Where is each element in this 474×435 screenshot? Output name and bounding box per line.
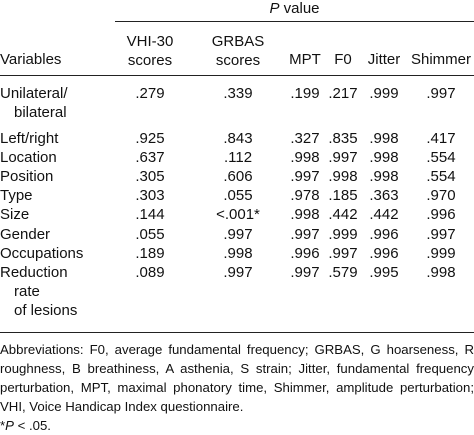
col-header-grbas-line2: scores (215, 52, 261, 69)
cell-f0: .835 (328, 130, 358, 147)
cell-shimmer: .997 (426, 85, 456, 102)
cell-vhi: .055 (135, 226, 165, 243)
p-value-label: value (279, 0, 320, 17)
cell-variable: Position (0, 167, 112, 186)
col-header-grbas-line1: GRBAS (211, 33, 265, 50)
col-header-variables: Variables (0, 51, 62, 68)
variable-label-line: rate (14, 283, 40, 300)
cell-f0: .997 (328, 149, 358, 166)
cell-grbas: .997 (223, 226, 253, 243)
variable-label-line: Occupations (0, 245, 84, 262)
variable-label-line: Size (0, 206, 30, 223)
col-header-vhi-line2: scores (127, 52, 173, 69)
cell-vhi: .189 (135, 245, 165, 262)
cell-f0: .217 (328, 85, 358, 102)
cell-grbas: <.001* (216, 206, 260, 223)
cell-shimmer: .417 (426, 130, 456, 147)
cell-vhi: .279 (135, 85, 165, 102)
cell-jitter: .995 (369, 264, 399, 281)
cell-mpt: .199 (290, 85, 320, 102)
cell-shimmer: .970 (426, 187, 456, 204)
cell-grbas: .339 (223, 85, 253, 102)
p-value-group-header: P value (115, 0, 474, 18)
cell-f0: .579 (328, 264, 358, 281)
cell-variable: Unilateral/bilateral (0, 84, 112, 122)
col-header-vhi: VHI-30 scores (110, 32, 190, 70)
cell-grbas: .055 (223, 187, 253, 204)
cell-vhi: .637 (135, 149, 165, 166)
significance-footnote: *P < .05. (0, 416, 474, 435)
cell-mpt: .998 (290, 149, 320, 166)
variable-label-line: bilateral (14, 104, 67, 121)
footnote-p: P (5, 418, 14, 433)
cell-shimmer: .554 (426, 149, 456, 166)
variable-label-line: Position (0, 168, 54, 185)
cell-f0: .997 (328, 245, 358, 262)
cell-mpt: .996 (290, 245, 320, 262)
cell-jitter: .996 (369, 245, 399, 262)
cell-vhi: .089 (135, 264, 165, 281)
variable-label-line: Location (0, 149, 57, 166)
cell-grbas: .997 (223, 264, 253, 281)
cell-vhi: .144 (135, 206, 165, 223)
cell-shimmer: .554 (426, 168, 456, 185)
cell-grbas: .843 (223, 130, 253, 147)
cell-mpt: .978 (290, 187, 320, 204)
cell-variable: Gender (0, 225, 112, 244)
cell-mpt: .997 (290, 264, 320, 281)
col-header-vhi-line1: VHI-30 (126, 33, 174, 50)
table-notes: Abbreviations: F0, average fundamental f… (0, 340, 474, 435)
cell-jitter: .363 (369, 187, 399, 204)
cell-mpt: .327 (290, 130, 320, 147)
footnote-text: < .05. (13, 418, 51, 433)
p-italic: P (269, 0, 280, 17)
cell-jitter: .999 (369, 85, 399, 102)
cell-shimmer: .998 (426, 264, 456, 281)
cell-grbas: .998 (223, 245, 253, 262)
cell-shimmer: .999 (426, 245, 456, 262)
cell-shimmer: .997 (426, 226, 456, 243)
cell-f0: .442 (328, 206, 358, 223)
variable-label-line: Gender (0, 226, 51, 243)
cell-variable: Occupations (0, 244, 112, 263)
cell-grbas: .606 (223, 168, 253, 185)
cell-f0: .185 (328, 187, 358, 204)
col-header-grbas: GRBAS scores (198, 32, 278, 70)
cell-jitter: .442 (369, 206, 399, 223)
cell-mpt: .997 (290, 168, 320, 185)
col-header-f0: F0 (334, 51, 352, 68)
table-bottom-rule (0, 332, 474, 333)
column-header-rule (0, 75, 474, 76)
variable-label-line: Unilateral/ (0, 85, 68, 102)
abbreviations-note: Abbreviations: F0, average fundamental f… (0, 342, 474, 414)
cell-grbas: .112 (223, 149, 253, 166)
cell-jitter: .996 (369, 226, 399, 243)
cell-jitter: .998 (369, 130, 399, 147)
col-header-mpt: MPT (289, 51, 321, 68)
variable-label-line: of lesions (14, 302, 78, 319)
variable-label-line: Reduction (0, 264, 68, 281)
cell-f0: .998 (328, 168, 358, 185)
cell-variable: Type (0, 186, 112, 205)
cell-vhi: .925 (135, 130, 165, 147)
cell-mpt: .998 (290, 206, 320, 223)
cell-jitter: .998 (369, 168, 399, 185)
cell-variable: Reduction rate of lesions (0, 263, 112, 320)
cell-jitter: .998 (369, 149, 399, 166)
footnote-symbol: * (0, 418, 6, 433)
cell-f0: .999 (328, 226, 358, 243)
cell-shimmer: .996 (426, 206, 456, 223)
cell-variable: Location (0, 148, 112, 167)
cell-variable: Size (0, 205, 112, 224)
cell-variable: Left/right (0, 129, 112, 148)
col-header-jitter: Jitter (367, 51, 401, 68)
variable-label-line: Type (0, 187, 33, 204)
col-header-shimmer: Shimmer (410, 51, 471, 68)
cell-vhi: .305 (135, 168, 165, 185)
group-header-rule (115, 21, 474, 22)
cell-mpt: .997 (290, 226, 320, 243)
variable-label-line: Left/right (0, 130, 59, 147)
cell-vhi: .303 (135, 187, 165, 204)
